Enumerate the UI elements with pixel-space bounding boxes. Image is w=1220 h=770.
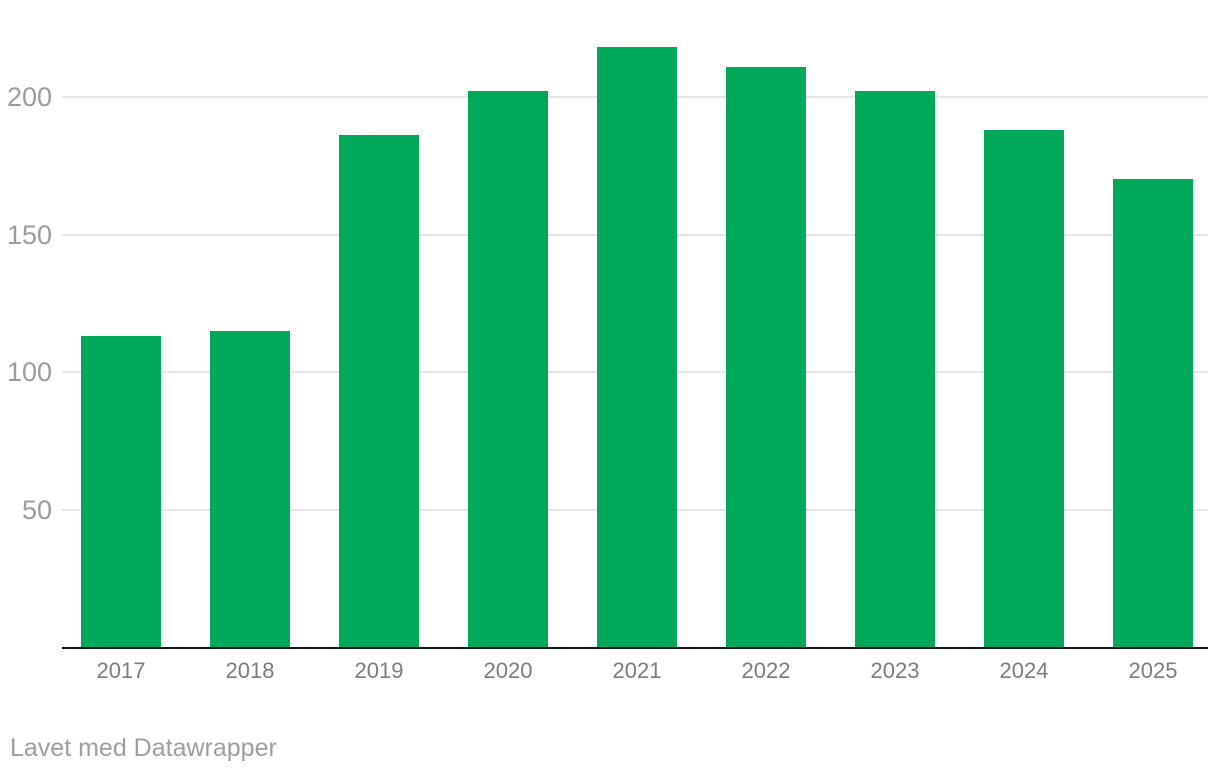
x-axis-tick-label: 2023 [870, 658, 920, 683]
y-axis-tick-label: 200 [6, 82, 52, 112]
bar [726, 67, 806, 647]
bar [468, 91, 548, 647]
bar [984, 130, 1064, 647]
x-axis-tick-label: 2024 [999, 658, 1049, 683]
y-axis-tick-label: 150 [6, 219, 52, 250]
x-axis-line [62, 647, 1208, 649]
attribution-text: Lavet med Datawrapper [10, 734, 277, 762]
x-axis-tick-label: 2018 [225, 658, 275, 683]
bar [210, 331, 290, 647]
x-axis-tick-label: 2019 [354, 658, 404, 683]
x-axis-tick-label: 2022 [741, 658, 791, 683]
y-axis-tick-label: 50 [21, 494, 52, 525]
bar [339, 135, 419, 647]
x-axis-tick-label: 2017 [96, 658, 146, 683]
bar [81, 336, 161, 647]
x-axis-tick-label: 2025 [1128, 658, 1178, 683]
y-axis-tick-label: 100 [6, 357, 52, 387]
bar [597, 47, 677, 647]
bar [1113, 179, 1193, 647]
x-axis-tick-label: 2021 [612, 658, 662, 683]
bar [855, 91, 935, 647]
x-axis-tick-label: 2020 [483, 658, 533, 683]
